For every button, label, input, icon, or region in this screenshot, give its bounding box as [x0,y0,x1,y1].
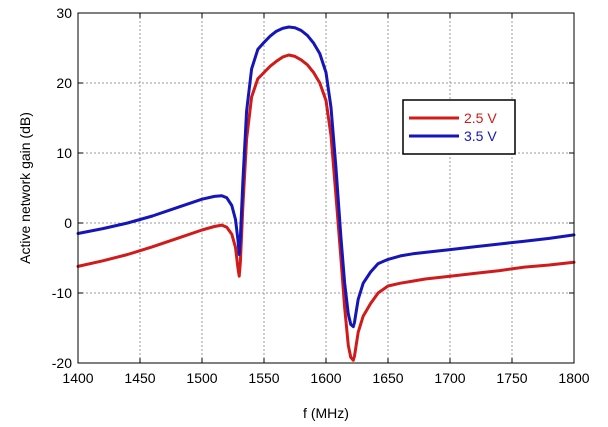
x-tick-label: 1600 [310,370,341,386]
y-tick-label: 0 [64,215,72,231]
x-tick-label: 1650 [372,370,403,386]
x-tick-label: 1700 [434,370,465,386]
y-tick-label: 10 [56,145,72,161]
x-tick-label: 1550 [248,370,279,386]
series-line-2-5-v [76,53,576,362]
y-tick-label: -20 [52,355,72,371]
x-tick-label: 1800 [558,370,589,386]
x-tick-label: 1450 [124,370,155,386]
grid [78,13,574,363]
y-tick-label: -10 [52,285,72,301]
legend-label-3-5v: 3.5 V [464,128,497,144]
x-tick-label: 1750 [496,370,527,386]
legend-box [402,99,516,155]
x-tick-label: 1400 [62,370,93,386]
legend-label-2-5v: 2.5 V [464,110,497,126]
legend: 2.5 V 3.5 V [402,99,516,155]
y-axis-label: Active network gain (dB) [17,112,33,264]
y-tick-label: 30 [56,5,72,21]
x-axis-label: f (MHz) [303,405,349,421]
y-tick-label: 20 [56,75,72,91]
series-lines [76,25,576,362]
series-line-3-5-v [76,25,576,329]
x-tick-label: 1500 [186,370,217,386]
ticks: 1400 1450 1500 1550 1600 1650 1700 1750 1800 -20 -… [52,5,590,386]
